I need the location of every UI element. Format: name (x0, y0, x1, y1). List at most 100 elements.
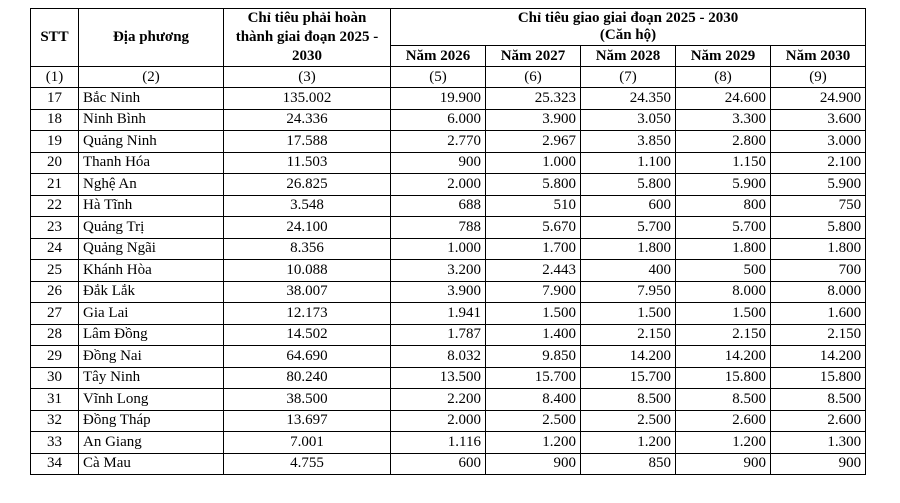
row-stt: 24 (30, 237, 79, 260)
row-year-2027: 1.000 (485, 151, 581, 174)
col-header-stt: STT (30, 8, 79, 67)
table-row: 19 Quảng Ninh 17.588 2.770 2.967 3.850 2.800 3.… (30, 130, 867, 153)
row-province-name: Tây Ninh (78, 366, 224, 389)
row-province-name: Bắc Ninh (78, 87, 224, 110)
table-row: 23 Quảng Trị 24.100 788 5.670 5.700 5.700 5.800 (30, 216, 867, 239)
row-year-2030: 1.600 (769, 302, 867, 325)
row-year-2026: 3.900 (390, 280, 486, 303)
col-header-dia-phuong: Địa phương (78, 8, 224, 67)
row-year-2029: 1.150 (675, 151, 771, 174)
col-header-year-2029: Năm 2029 (675, 45, 771, 67)
row-target-total: 14.502 (223, 323, 391, 346)
table-row: 17 Bắc Ninh 135.002 19.900 25.323 24.350 24.60… (30, 87, 867, 110)
row-stt: 32 (30, 409, 79, 432)
table-row: 21 Nghệ An 26.825 2.000 5.800 5.800 5.900 5.900 (30, 173, 867, 196)
row-year-2027: 5.670 (485, 216, 581, 239)
table-row: 30 Tây Ninh 80.240 13.500 15.700 15.700 15.800… (30, 366, 867, 389)
row-year-2026: 1.000 (390, 237, 486, 260)
col-header-year-2030: Năm 2030 (769, 45, 867, 67)
row-year-2029: 24.600 (675, 87, 771, 110)
row-year-2030: 24.900 (769, 87, 867, 110)
row-stt: 30 (30, 366, 79, 389)
row-year-2027: 3.900 (485, 108, 581, 131)
row-year-2029: 5.700 (675, 216, 771, 239)
row-year-2029: 900 (675, 452, 771, 475)
row-year-2027: 15.700 (485, 366, 581, 389)
table-row: 26 Đắk Lắk 38.007 3.900 7.900 7.950 8.000 8.000 (30, 280, 867, 303)
header-row-top: STT Địa phương Chỉ tiêu phải hoàn thành … (30, 8, 867, 67)
row-year-2026: 688 (390, 194, 486, 217)
row-year-2028: 850 (580, 452, 676, 475)
col-index-7: (7) (580, 66, 676, 88)
row-province-name: Gia Lai (78, 302, 224, 325)
row-year-2028: 3.850 (580, 130, 676, 153)
row-year-2030: 3.000 (769, 130, 867, 153)
row-year-2028: 3.050 (580, 108, 676, 131)
row-year-2027: 2.443 (485, 259, 581, 282)
row-year-2027: 510 (485, 194, 581, 217)
row-province-name: Hà Tĩnh (78, 194, 224, 217)
row-year-2026: 2.770 (390, 130, 486, 153)
row-year-2027: 1.500 (485, 302, 581, 325)
row-year-2030: 2.100 (769, 151, 867, 174)
row-year-2030: 1.300 (769, 431, 867, 454)
row-year-2026: 2.000 (390, 173, 486, 196)
col-header-year-2028: Năm 2028 (580, 45, 676, 67)
row-target-total: 13.697 (223, 409, 391, 432)
table-row: 29 Đồng Nai 64.690 8.032 9.850 14.200 14.200 14… (30, 345, 867, 368)
assigned-group-unit: (Căn hộ) (599, 27, 657, 43)
housing-quota-table: STT Địa phương Chỉ tiêu phải hoàn thành … (30, 8, 867, 475)
row-year-2028: 1.200 (580, 431, 676, 454)
col-index-2: (2) (78, 66, 224, 88)
row-year-2029: 8.000 (675, 280, 771, 303)
row-year-2027: 1.400 (485, 323, 581, 346)
row-year-2026: 2.000 (390, 409, 486, 432)
row-province-name: Đồng Tháp (78, 409, 224, 432)
row-stt: 20 (30, 151, 79, 174)
row-year-2029: 15.800 (675, 366, 771, 389)
row-province-name: Khánh Hòa (78, 259, 224, 282)
row-stt: 27 (30, 302, 79, 325)
row-target-total: 11.503 (223, 151, 391, 174)
row-year-2030: 2.150 (769, 323, 867, 346)
row-year-2027: 25.323 (485, 87, 581, 110)
header-row-years: Năm 2026 Năm 2027 Năm 2028 Năm 2029 Năm … (31, 45, 867, 67)
row-target-total: 8.356 (223, 237, 391, 260)
row-year-2028: 5.800 (580, 173, 676, 196)
col-index-5: (5) (390, 66, 486, 88)
col-index-8: (8) (675, 66, 771, 88)
row-target-total: 135.002 (223, 87, 391, 110)
row-target-total: 24.100 (223, 216, 391, 239)
column-index-row: (1) (2) (3) (5) (6) (7) (8) (9) (30, 66, 867, 88)
row-year-2026: 8.032 (390, 345, 486, 368)
row-province-name: Ninh Bình (78, 108, 224, 131)
row-target-total: 26.825 (223, 173, 391, 196)
row-year-2026: 1.116 (390, 431, 486, 454)
row-year-2026: 788 (390, 216, 486, 239)
table-row: 18 Ninh Bình 24.336 6.000 3.900 3.050 3.300 3.6… (30, 108, 867, 131)
table-row: 20 Thanh Hóa 11.503 900 1.000 1.100 1.150 2.100 (30, 151, 867, 174)
row-year-2029: 2.800 (675, 130, 771, 153)
col-index-1: (1) (30, 66, 79, 88)
row-year-2026: 600 (390, 452, 486, 475)
row-target-total: 24.336 (223, 108, 391, 131)
row-stt: 19 (30, 130, 79, 153)
row-year-2030: 5.900 (769, 173, 867, 196)
row-year-2029: 1.500 (675, 302, 771, 325)
row-province-name: Quảng Trị (78, 216, 224, 239)
row-target-total: 4.755 (223, 452, 391, 475)
table-row: 27 Gia Lai 12.173 1.941 1.500 1.500 1.500 1.600 (30, 302, 867, 325)
row-stt: 17 (30, 87, 79, 110)
row-province-name: Đồng Nai (78, 345, 224, 368)
row-year-2029: 2.150 (675, 323, 771, 346)
row-year-2027: 9.850 (485, 345, 581, 368)
assigned-group-title: Chỉ tiêu giao giai đoạn 2025 - 2030 (517, 9, 739, 26)
row-year-2030: 900 (769, 452, 867, 475)
table-row: 34 Cà Mau 4.755 600 900 850 900 900 (30, 452, 867, 475)
row-year-2030: 2.600 (769, 409, 867, 432)
row-province-name: Thanh Hóa (78, 151, 224, 174)
col-header-target-total: Chỉ tiêu phải hoàn thành giai đoạn 2025 … (223, 8, 391, 67)
row-year-2030: 8.000 (769, 280, 867, 303)
table-row: 28 Lâm Đồng 14.502 1.787 1.400 2.150 2.150 2.15… (30, 323, 867, 346)
